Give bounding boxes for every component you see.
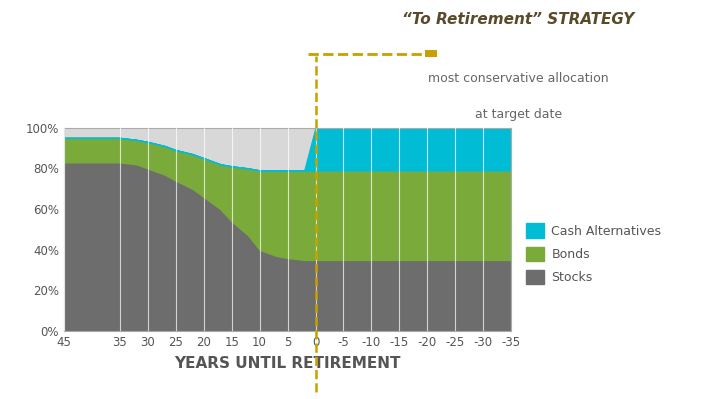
Text: most conservative allocation: most conservative allocation (428, 72, 608, 85)
Text: “To Retirement” STRATEGY: “To Retirement” STRATEGY (402, 12, 635, 27)
X-axis label: YEARS UNTIL RETIREMENT: YEARS UNTIL RETIREMENT (174, 356, 401, 371)
Text: at target date: at target date (475, 108, 562, 121)
Legend: Cash Alternatives, Bonds, Stocks: Cash Alternatives, Bonds, Stocks (526, 223, 662, 284)
